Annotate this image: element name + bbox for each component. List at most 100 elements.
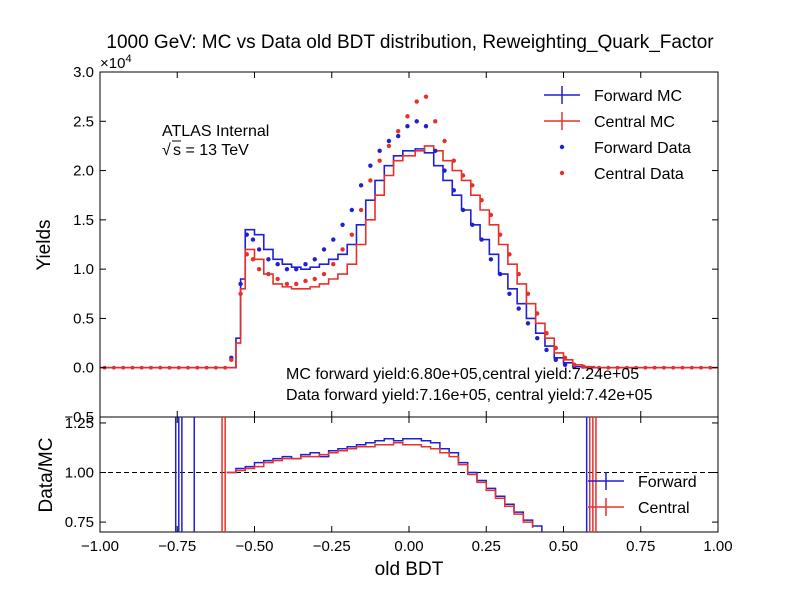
point-forward-data (470, 222, 475, 227)
x-axis-label: old BDT (375, 559, 444, 580)
ratio-series-forward (226, 438, 543, 532)
x-tick-label: −0.50 (236, 538, 274, 555)
baseline-point (204, 365, 209, 370)
main-y-tick-label: 2.5 (73, 113, 94, 130)
baseline-point (195, 365, 200, 370)
legend-entry-forward: Forward (588, 472, 697, 491)
ratio-series-central (226, 442, 534, 529)
ratio-y-tick-label: 0.75 (65, 514, 94, 531)
main-y-tick-label: 1.5 (73, 212, 94, 229)
point-forward-data (553, 357, 558, 363)
main-y-ticks: 3.0 2.5 2.0 1.5 1.0 0.5 0.0 −0.5 (64, 64, 718, 426)
point-forward-data (488, 257, 494, 262)
legend-label-forward: Forward (638, 474, 697, 491)
point-central-data (229, 357, 234, 363)
main-legend: Forward MC Central MC Forward Data Centr… (544, 86, 691, 183)
point-forward-data (368, 163, 373, 168)
point-forward-data (497, 271, 503, 277)
baseline-point (615, 365, 620, 370)
baseline-point (130, 365, 135, 370)
point-forward-data (349, 207, 355, 213)
chart-title: 1000 GeV: MC vs Data old BDT distributio… (106, 32, 714, 53)
baseline-point (625, 365, 629, 370)
x-tick-label: −0.75 (158, 538, 196, 555)
legend-marker-central-data (559, 170, 565, 176)
legend-entry-forward-mc: Forward MC (544, 86, 682, 105)
point-central-data (470, 183, 475, 188)
point-central-data (386, 143, 392, 149)
point-central-data (244, 252, 249, 257)
ratio-y-axis-label: Data/MC (36, 438, 57, 513)
ratio-series-layer (226, 438, 543, 532)
baseline-point (139, 365, 144, 370)
baseline-point (671, 365, 675, 370)
ratio-edge-error-bars (174, 417, 597, 532)
point-central-data (535, 311, 540, 316)
legend-label-forward-data: Forward Data (594, 140, 691, 157)
main-x-ticks (99, 72, 719, 417)
main-y-tick-label: −0.5 (64, 409, 94, 426)
mc-yield-annotation: MC forward yield:6.80e+05,central yield:… (286, 366, 639, 383)
baseline-point (186, 365, 190, 370)
point-central-data (395, 128, 401, 134)
x-tick-label: 0.25 (472, 538, 501, 555)
point-forward-data (479, 237, 484, 242)
point-central-data (544, 331, 549, 336)
main-y-tick-label: 2.0 (73, 163, 94, 180)
point-forward-data (460, 207, 466, 213)
baseline-point (176, 365, 181, 370)
point-central-data (442, 138, 447, 144)
point-forward-data (535, 335, 540, 341)
point-central-data (266, 271, 271, 277)
point-forward-data (256, 247, 262, 252)
ratio-y-tick-label: 1.00 (65, 465, 94, 482)
point-forward-data (423, 124, 429, 129)
x-tick-label: 0.00 (394, 538, 423, 555)
point-forward-data (244, 232, 249, 237)
point-forward-data (433, 148, 438, 154)
point-forward-data (377, 148, 382, 154)
point-forward-data (303, 262, 308, 267)
legend-label-central-data: Central Data (594, 166, 684, 183)
point-central-data (479, 197, 484, 203)
point-central-data (507, 252, 512, 257)
main-y-tick-label: 0.5 (73, 310, 94, 327)
point-central-data (238, 291, 243, 296)
legend-entry-central-mc: Central MC (544, 112, 675, 131)
data-yield-annotation: Data forward yield:7.16e+05, central yie… (286, 387, 653, 404)
legend-label-forward-mc: Forward MC (594, 88, 682, 105)
y-multiplier-base: ×10 (100, 55, 125, 72)
point-central-data (284, 281, 290, 287)
baseline-point (223, 365, 227, 370)
point-central-data (525, 291, 531, 296)
point-forward-data (238, 281, 243, 287)
baseline-point (167, 365, 172, 370)
point-central-data (250, 257, 256, 262)
point-forward-data (386, 138, 392, 144)
baseline-point (158, 365, 163, 370)
point-forward-data (516, 306, 521, 311)
point-forward-data (562, 362, 568, 367)
main-y-tick-label: 0.0 (73, 360, 94, 377)
y-multiplier-exponent: 4 (125, 53, 131, 65)
point-forward-data (414, 119, 419, 124)
point-central-data (581, 364, 586, 369)
point-central-data (572, 362, 577, 367)
ratio-plot-frame (99, 416, 719, 533)
baseline-point (689, 365, 694, 370)
point-forward-data (266, 257, 271, 262)
baseline-point (708, 365, 713, 370)
ratio-legend: Forward Central (588, 472, 697, 517)
x-tick-label: 1.00 (703, 538, 732, 555)
point-central-data (405, 114, 410, 119)
sqrt-symbol: √ (162, 142, 171, 159)
point-central-data (321, 271, 327, 277)
point-central-data (423, 94, 429, 99)
point-forward-data (250, 237, 256, 242)
point-central-data (331, 262, 336, 267)
main-series-layer (100, 94, 718, 370)
point-central-data (340, 247, 345, 252)
legend-label-central-mc: Central MC (594, 114, 675, 131)
point-forward-data (544, 347, 549, 353)
point-central-data (562, 355, 568, 361)
